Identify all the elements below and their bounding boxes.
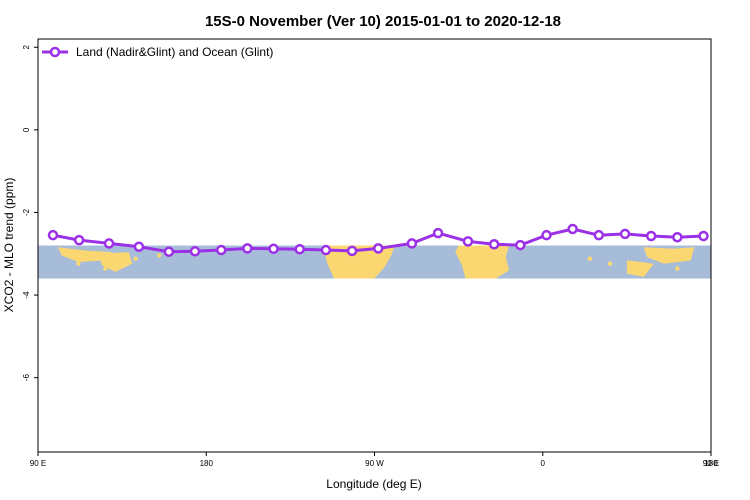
x-tick-label: 0 (541, 459, 546, 468)
data-point (432, 227, 444, 239)
data-point (515, 239, 526, 251)
map-band-land (58, 245, 695, 279)
data-point (372, 243, 384, 254)
y-tick-label: -4 (22, 291, 31, 299)
data-point (698, 230, 709, 242)
x-tick-label: 90 W (365, 459, 384, 468)
data-point (215, 244, 227, 256)
y-tick-label: 2 (22, 44, 31, 49)
y-tick-label: -2 (22, 208, 31, 216)
data-point (346, 245, 358, 257)
x-tick-label: 90 E (703, 459, 719, 468)
data-point (567, 223, 578, 235)
x-tick-label: 180 (200, 459, 214, 468)
data-point (541, 229, 552, 241)
data-point (242, 243, 253, 254)
data-point (189, 246, 201, 257)
x-axis-label: Longitude (deg E) (326, 477, 421, 491)
data-point (645, 230, 657, 242)
data-point (294, 243, 305, 255)
data-point (47, 229, 59, 241)
plot-frame (37, 38, 712, 453)
data-point (406, 238, 418, 249)
x-tick-label: 90 E (30, 459, 46, 468)
legend-label: Land (Nadir&Glint) and Ocean (Glint) (76, 45, 273, 59)
data-point (320, 244, 332, 256)
y-tick-label: -6 (22, 374, 31, 382)
data-point (133, 241, 145, 252)
legend-marker (49, 46, 61, 58)
data-point (619, 228, 631, 240)
data-point (73, 234, 85, 246)
y-axis-ticks: 2 0 -2 -4 -6 (22, 44, 38, 381)
chart-title: 15S-0 November (Ver 10) 2015-01-01 to 20… (205, 13, 561, 30)
data-point (672, 231, 683, 243)
series-layer (47, 223, 709, 257)
legend: Land (Nadir&Glint) and Ocean (Glint) (42, 45, 273, 59)
data-point (488, 239, 500, 250)
data-point (103, 238, 115, 249)
data-point (268, 243, 279, 255)
y-tick-label: 0 (22, 127, 31, 132)
data-point (163, 246, 175, 257)
x-tick-label: 180 (704, 459, 718, 468)
data-point (593, 229, 605, 241)
y-axis-label: XCO2 - MLO trend (ppm) (2, 178, 16, 313)
data-point (462, 236, 474, 247)
